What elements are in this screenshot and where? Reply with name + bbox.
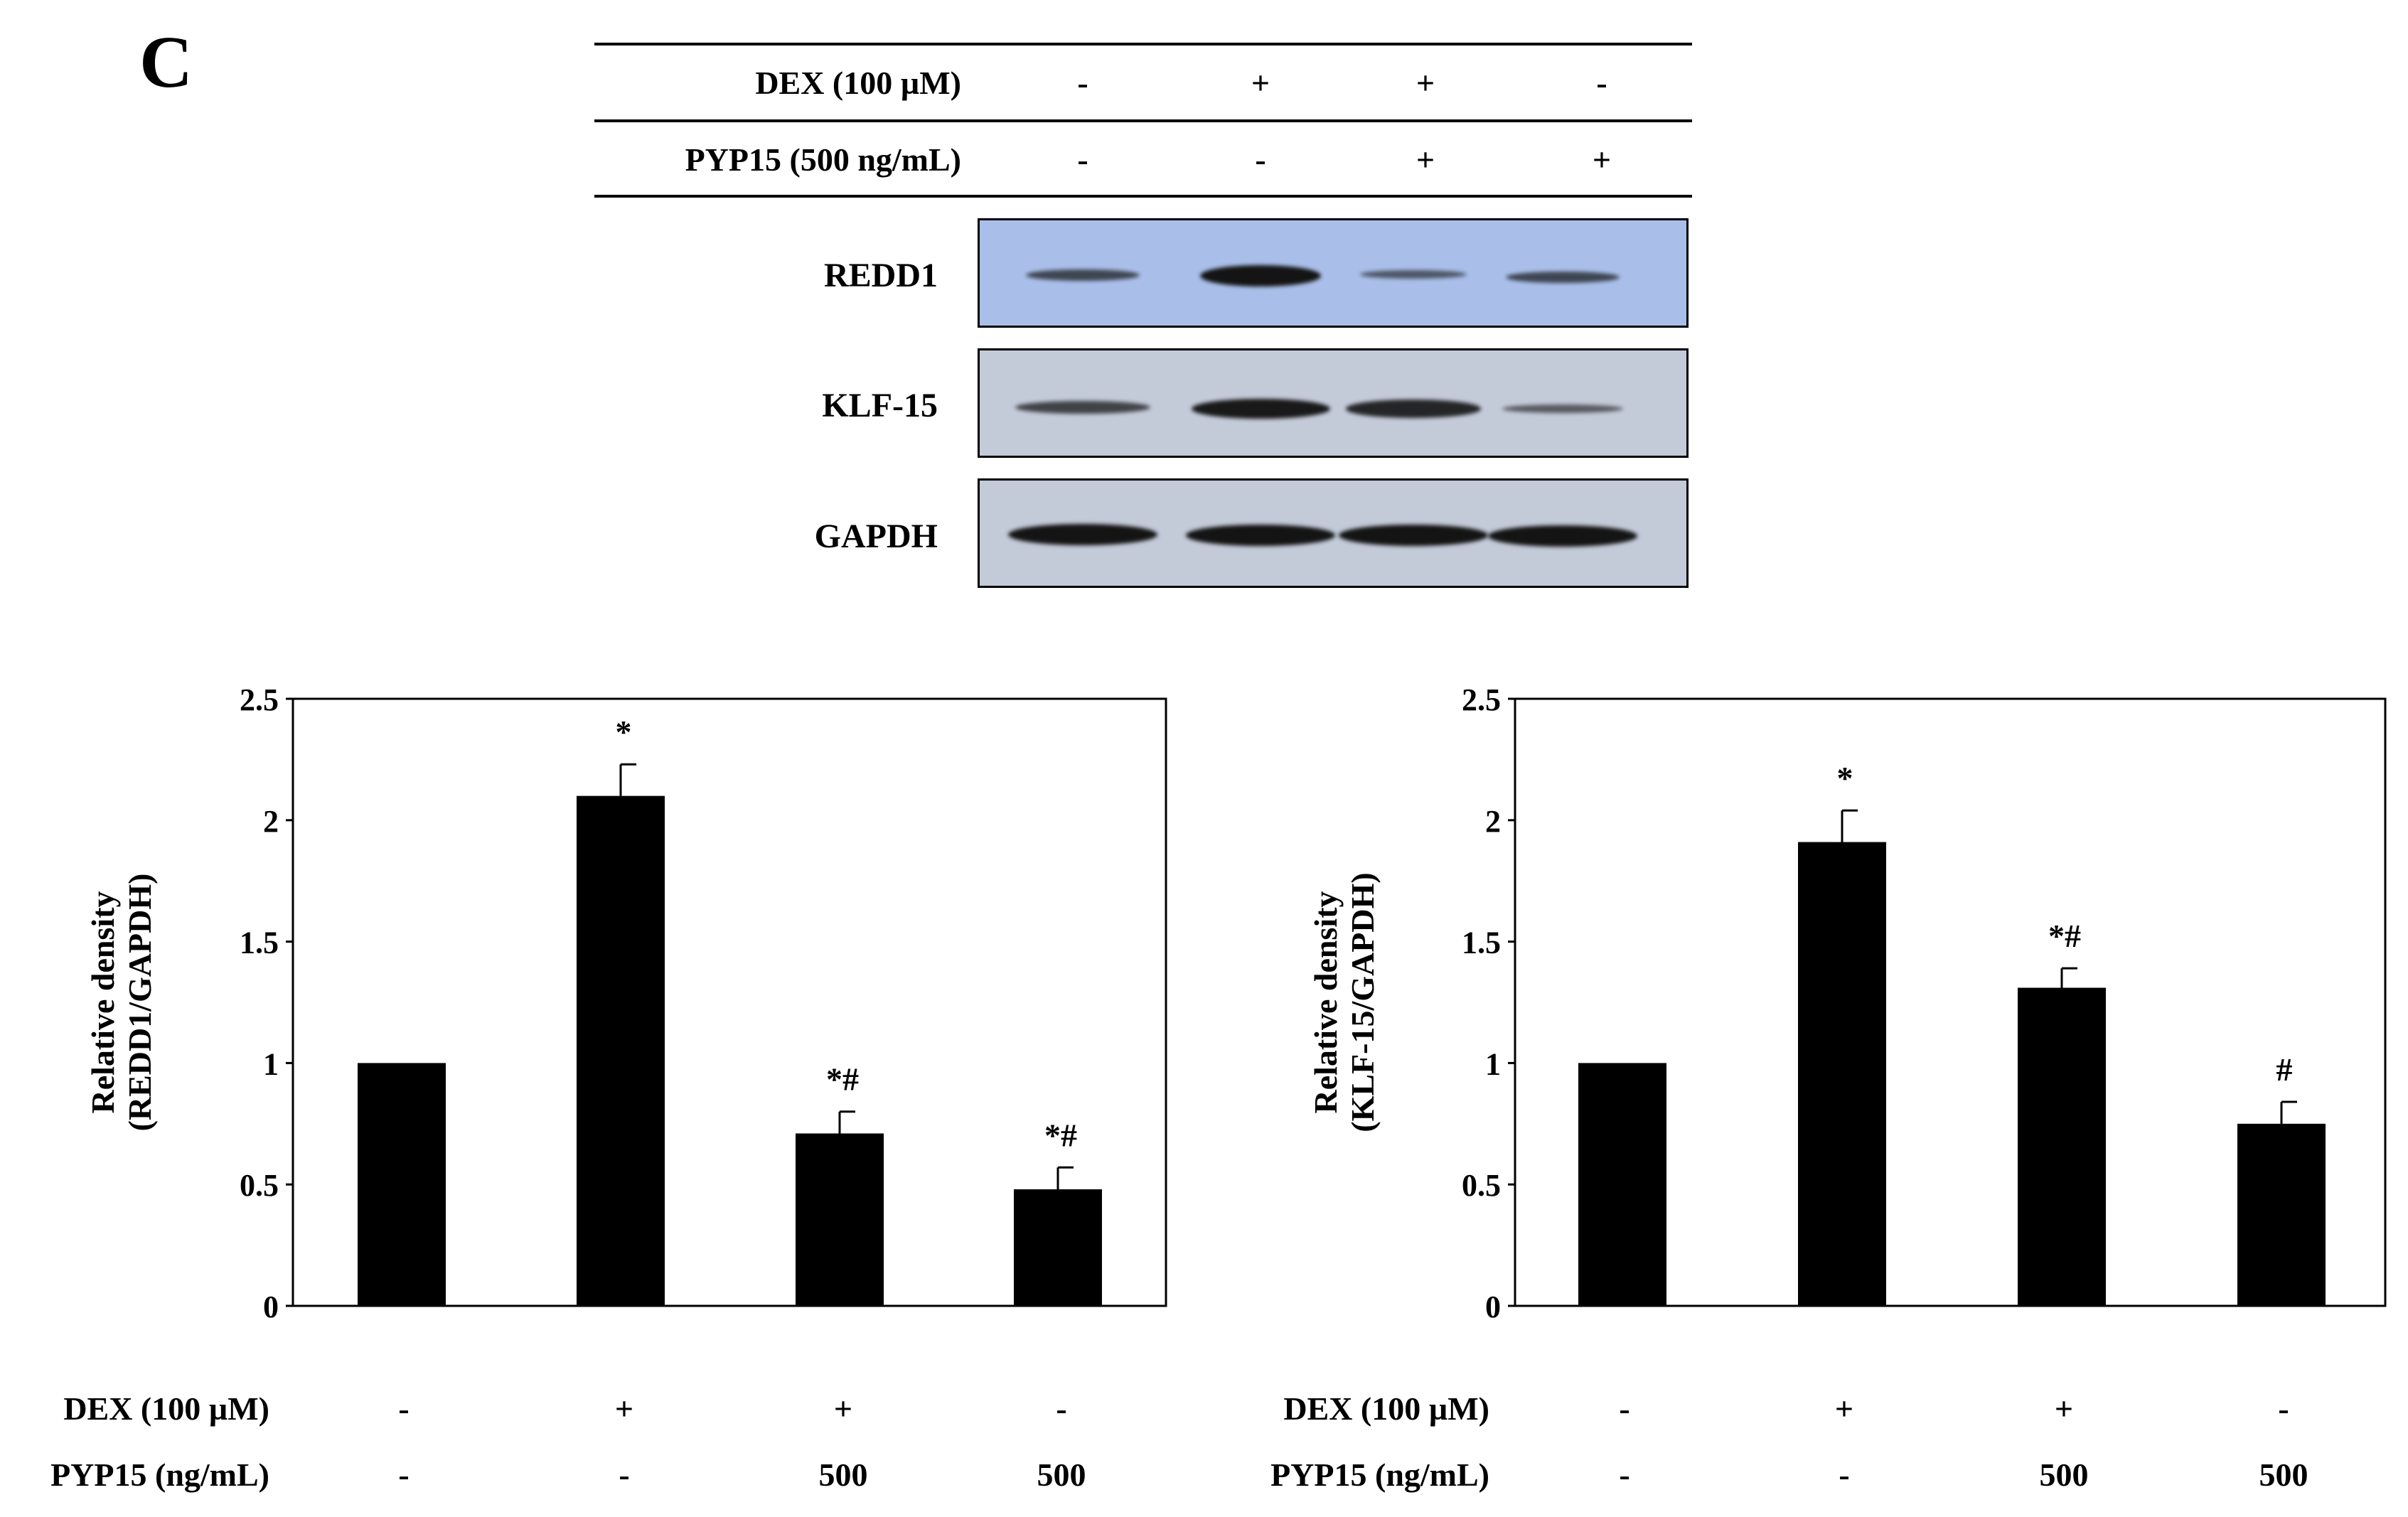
left-pyp15-lane2: - [619, 1457, 630, 1493]
left-dex-lane1: - [398, 1390, 410, 1427]
y-tick-label: 2 [1485, 804, 1501, 839]
blot-label-redd1: REDD1 [823, 257, 938, 294]
table-dex-lane4: - [1596, 65, 1607, 101]
blot-redd1 [978, 218, 1689, 328]
right-pyp15-lane1: - [1619, 1457, 1630, 1493]
right-pyp15-lane2: - [1839, 1457, 1850, 1493]
table-row-pyp15-label: PYP15 (500 ng/mL) [685, 141, 961, 178]
blot-klf15 [978, 348, 1689, 458]
right-dex-lane4: - [2278, 1390, 2289, 1427]
plot-frame [291, 697, 1167, 1307]
y-tick-label: 0.5 [240, 1168, 279, 1203]
table-rule-bottom [594, 195, 1692, 198]
bar [1014, 1189, 1102, 1306]
table-dex-lane3: + [1416, 65, 1435, 101]
y-tick-label: 0 [263, 1290, 279, 1324]
left-pyp15-lane1: - [398, 1457, 410, 1493]
table-pyp15-lane3: + [1416, 141, 1435, 178]
y-tick-label: 2 [263, 804, 279, 839]
blot-band [1008, 524, 1157, 545]
blot-band [1015, 401, 1150, 414]
blot-band [1026, 269, 1140, 282]
blot-band [1191, 398, 1330, 419]
bar [2018, 987, 2106, 1306]
table-dex-lane1: - [1077, 65, 1088, 101]
chart-redd1: 0 0.5 1 1.5 2 2.5 Relative density(REDD1/GAPDH… [85, 682, 1167, 1324]
blot-band [1186, 525, 1335, 546]
left-dex-lane3: + [833, 1390, 853, 1427]
left-dex-lane2: + [614, 1390, 634, 1427]
bar [796, 1133, 884, 1306]
significance-label: *# [2048, 918, 2081, 954]
panel-letter: C [139, 21, 193, 103]
right-dex-lane1: - [1619, 1390, 1630, 1427]
bar [1578, 1063, 1666, 1306]
y-tick-label: 1.5 [1462, 926, 1501, 960]
significance-label: # [2276, 1051, 2293, 1088]
y-axis-label-line: (KLF-15/GAPDH) [1344, 872, 1381, 1132]
right-dex-lane3: + [2054, 1390, 2074, 1427]
y-axis-label: Relative density(REDD1/GAPDH) [85, 874, 158, 1132]
left-dex-lane4: - [1056, 1390, 1067, 1427]
bar [577, 795, 665, 1306]
table-pyp15-lane2: - [1255, 141, 1266, 178]
y-axis-label-line: Relative density [1307, 891, 1344, 1113]
chart-klf15: 0 0.5 1 1.5 2 2.5 Relative density(KLF-15/GAPD… [1307, 682, 2387, 1324]
left-pyp15-lane4: 500 [1037, 1457, 1086, 1493]
significance-label: *# [1044, 1117, 1077, 1153]
y-axis-label-line: Relative density [85, 891, 121, 1113]
y-axis-label: Relative density(KLF-15/GAPDH) [1307, 872, 1381, 1132]
table-dex-lane2: + [1251, 65, 1270, 101]
blot-band [1360, 270, 1467, 279]
bar [358, 1063, 446, 1306]
table-rule-middle [594, 119, 1692, 122]
y-tick-label: 2.5 [240, 682, 279, 717]
blot-band [1502, 404, 1623, 413]
bar [1798, 842, 1886, 1306]
y-tick-label: 1.5 [240, 926, 279, 960]
y-tick-label: 0.5 [1462, 1168, 1501, 1203]
blot-band [1488, 525, 1637, 547]
right-dex-label: DEX (100 µM) [1283, 1390, 1489, 1427]
right-pyp15-label: PYP15 (ng/mL) [1270, 1457, 1489, 1493]
blot-gapdh [978, 478, 1689, 588]
blot-band [1339, 525, 1488, 546]
table-pyp15-lane1: - [1077, 141, 1088, 178]
significance-label: * [616, 714, 632, 750]
y-tick-label: 2.5 [1462, 682, 1501, 717]
blot-band [1506, 271, 1620, 284]
blot-label-klf15: KLF-15 [822, 387, 938, 424]
right-pyp15-lane4: 500 [2259, 1457, 2308, 1493]
right-pyp15-lane3: 500 [2039, 1457, 2089, 1493]
left-dex-label: DEX (100 µM) [63, 1390, 269, 1427]
table-rule-top [594, 43, 1692, 45]
blot-label-gapdh: GAPDH [814, 518, 938, 555]
y-tick-label: 1 [263, 1046, 279, 1081]
table-row-dex-label: DEX (100 µM) [755, 65, 961, 101]
y-axis-label-line: (REDD1/GAPDH) [122, 874, 158, 1132]
y-tick-label: 1 [1485, 1046, 1501, 1081]
blot-band [1346, 400, 1481, 418]
significance-label: *# [826, 1061, 859, 1098]
bar [2237, 1123, 2326, 1306]
table-pyp15-lane4: + [1592, 141, 1612, 178]
right-dex-lane2: + [1834, 1390, 1854, 1427]
blot-band [1200, 265, 1321, 286]
left-pyp15-label: PYP15 (ng/mL) [50, 1457, 269, 1493]
significance-label: * [1837, 760, 1853, 796]
y-tick-label: 0 [1485, 1290, 1501, 1324]
plot-frame [1514, 697, 2387, 1307]
left-pyp15-lane3: 500 [818, 1457, 868, 1493]
